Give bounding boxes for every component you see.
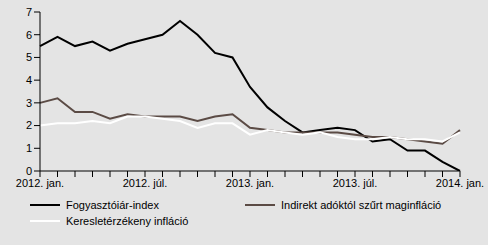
svg-text:2014. jan.: 2014. jan.	[436, 177, 480, 189]
svg-text:3: 3	[26, 97, 32, 109]
svg-text:5: 5	[26, 51, 32, 63]
html-text:Keresletérzékeny infláció: Keresletérzékeny infláció	[66, 215, 189, 227]
html-text:Indirekt adóktól szűrt maginfl: Indirekt adóktól szűrt maginfláció	[281, 199, 442, 211]
svg-text:2013. júl.: 2013. júl.	[333, 177, 378, 189]
svg-text:0: 0	[26, 165, 32, 177]
svg-text:1: 1	[26, 142, 32, 154]
svg-text:2012. júl.: 2012. júl.	[123, 177, 168, 189]
svg-text:6: 6	[26, 29, 32, 41]
svg-text:2: 2	[26, 119, 32, 131]
svg-text:4: 4	[26, 74, 32, 86]
svg-text:2012. jan.: 2012. jan.	[16, 177, 64, 189]
svg-text:7: 7	[26, 6, 32, 18]
svg-text:2013. jan.: 2013. jan.	[226, 177, 274, 189]
html-text:Fogyasztóiár-index: Fogyasztóiár-index	[66, 199, 159, 211]
